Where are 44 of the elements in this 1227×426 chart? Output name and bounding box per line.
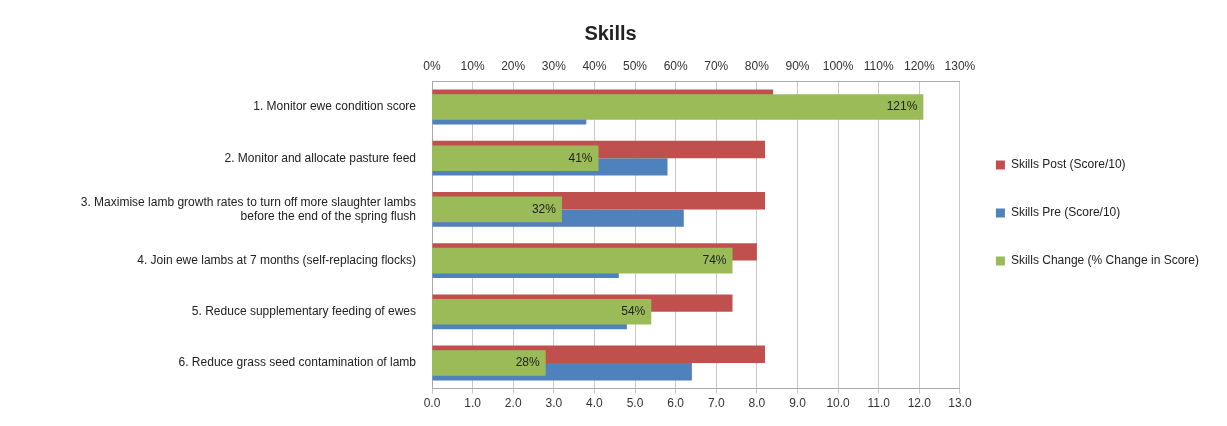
data-label: 28% [515, 355, 541, 370]
x2-tick-label: 100% [822, 58, 854, 73]
x-tick-label: 2.0 [504, 396, 522, 411]
x-tick-label: 8.0 [748, 396, 766, 411]
x-tick-label: 6.0 [667, 396, 685, 411]
x2-tick-label: 20% [501, 58, 526, 73]
x2-tick-label: 30% [541, 58, 567, 73]
y-tick-label: 2. Monitor and allocate pasture feed [224, 150, 416, 165]
x2-tick-label: 110% [863, 58, 894, 73]
x-tick-label: 12.0 [907, 396, 932, 411]
x2-tick-label: 50% [623, 58, 648, 73]
x2-tick-label: 70% [704, 58, 729, 73]
x2-tick-label: 130% [944, 58, 976, 73]
x2-tick-label: 120% [903, 58, 935, 73]
x-tick-label: 11.0 [867, 396, 891, 411]
y-tick-label: 6. Reduce grass seed contamination of lamb [178, 355, 417, 370]
x-tick-label: 5.0 [626, 396, 644, 411]
x-tick-label: 1.0 [464, 396, 482, 411]
y-tick-label: 1. Monitor ewe condition score [253, 99, 417, 114]
x2-tick-label: 90% [785, 58, 810, 73]
x-tick-label: 9.0 [789, 396, 807, 411]
x2-tick-label: 40% [582, 58, 607, 73]
x-tick-label: 13.0 [948, 396, 972, 411]
x2-tick-label: 60% [663, 58, 688, 73]
data-label: 32% [531, 201, 557, 216]
y-tick-label: 5. Reduce supplementary feeding of ewes [191, 304, 416, 319]
data-label: 121% [886, 99, 918, 114]
legend-label: Skills Change (% Change in Score) [1010, 253, 1199, 268]
y-tick-label: 4. Join ewe lambs at 7 months (self-replacing flocks) [137, 252, 416, 267]
y-tick-label: 3. Maximise lamb growth rates to turn off more slaughter lambs before the end of the spring flush [80, 194, 416, 223]
x2-tick-label: 80% [744, 58, 770, 73]
data-label: 54% [621, 304, 646, 319]
x2-tick-label: 0% [423, 58, 441, 73]
legend-label: Skills Pre (Score/10) [1010, 205, 1121, 220]
chart-title: Skills [584, 21, 637, 44]
data-label: 41% [568, 150, 593, 165]
x-tick-label: 4.0 [586, 396, 604, 411]
data-label: 74% [702, 252, 727, 267]
x-tick-label: 10.0 [826, 396, 851, 411]
legend-label: Skills Post (Score/10) [1010, 157, 1126, 172]
x-tick-label: 3.0 [545, 396, 563, 411]
x-tick-label: 0.0 [423, 396, 441, 411]
x-tick-label: 7.0 [707, 396, 725, 411]
x2-tick-label: 10% [460, 58, 485, 73]
